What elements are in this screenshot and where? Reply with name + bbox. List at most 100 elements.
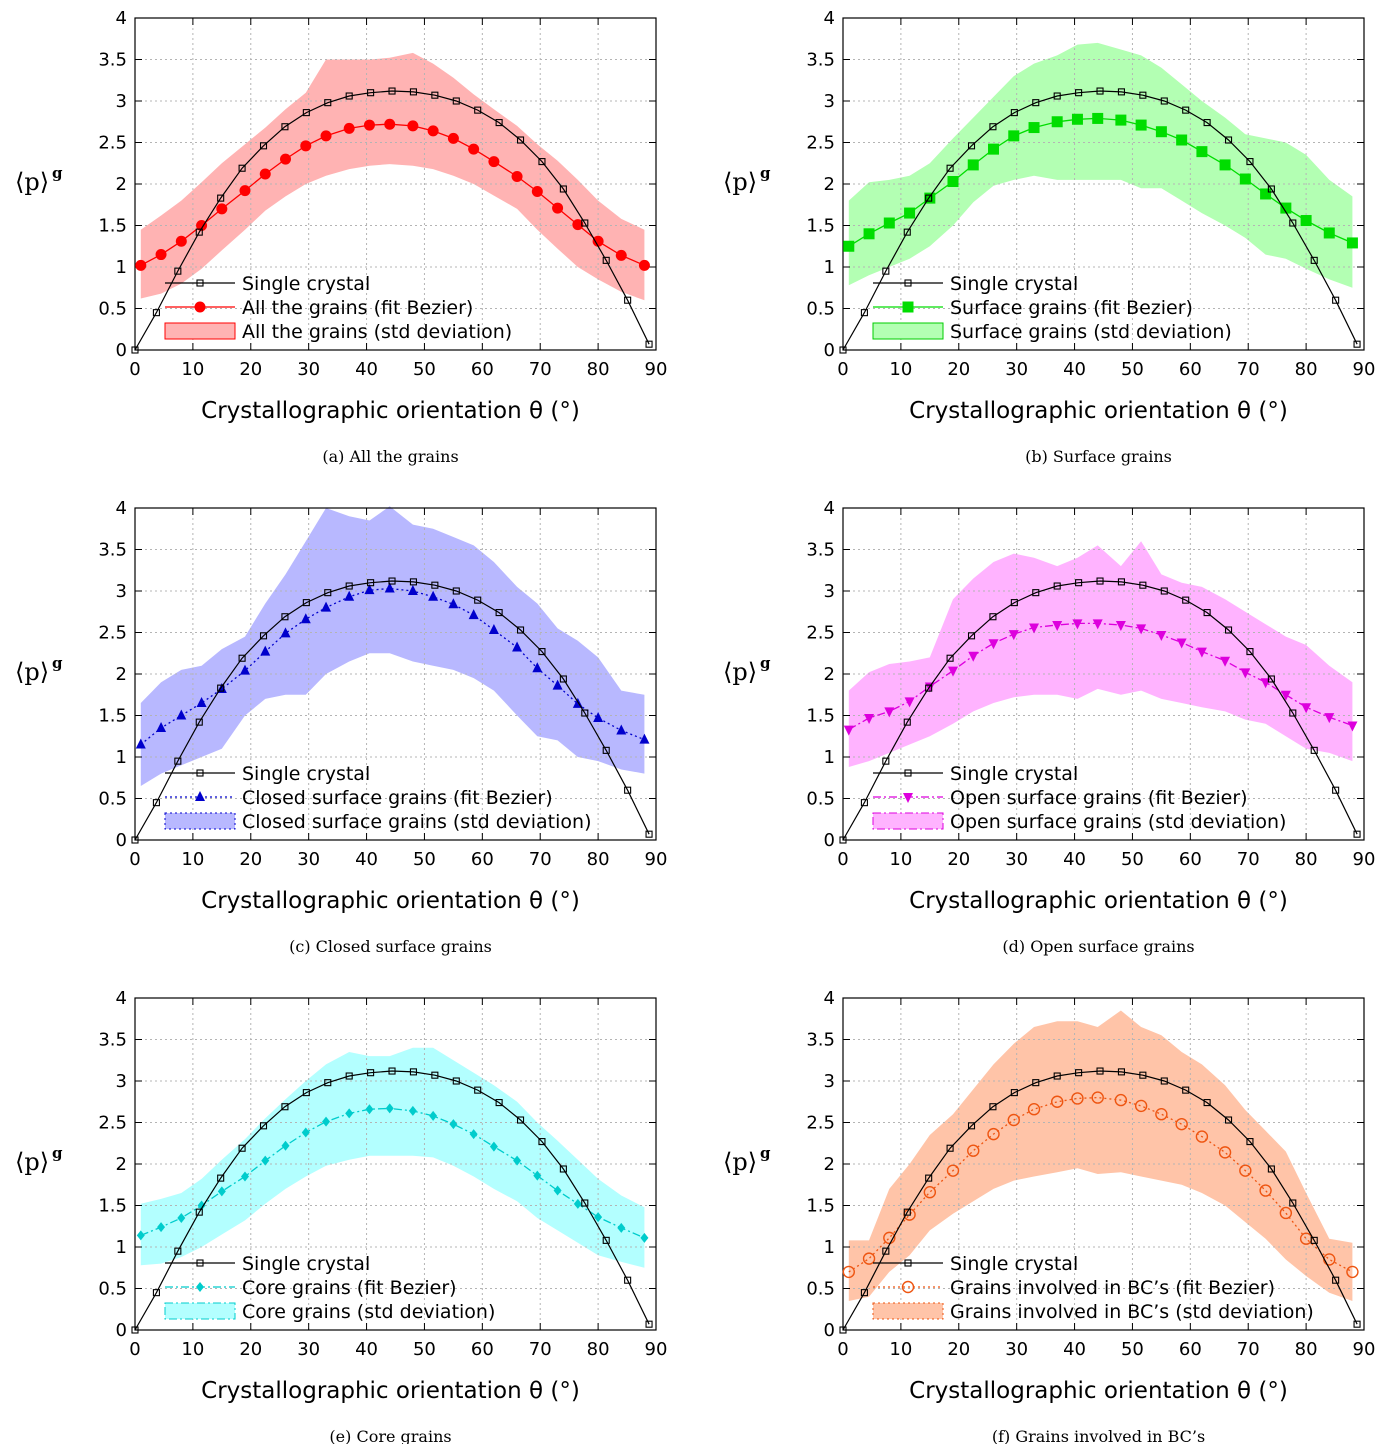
single-crystal-point [645, 340, 653, 348]
fit-series-point [883, 1231, 896, 1245]
fit-series-point [429, 1110, 438, 1121]
fit-series-point [638, 259, 650, 271]
single-crystal-point [989, 613, 997, 621]
single-crystal-point [238, 164, 246, 172]
single-crystal-point [195, 718, 203, 726]
fit-series-point [136, 1230, 145, 1241]
x-tick-label: 0 [129, 359, 140, 380]
single-crystal-point [516, 626, 525, 634]
fit-series-point [300, 613, 311, 624]
fit-series-point [155, 249, 167, 261]
x-tick-label: 80 [1295, 359, 1318, 380]
fit-series-point [1136, 624, 1147, 635]
single-crystal-point [1332, 786, 1340, 794]
chart-panel-4: 0 10 20 30 40 50 60 70 80 90 0 0.5 1 1.5 2 2.5 3 3.5 4 Sing… [723, 498, 1375, 956]
single-crystal-point [152, 309, 160, 317]
x-tick-label: 20 [239, 849, 262, 870]
fit-series-point [175, 235, 187, 247]
fit-series-point [345, 1108, 354, 1119]
single-crystal-point [946, 654, 954, 662]
single-crystal-point [946, 1144, 954, 1152]
single-crystal-point [1160, 97, 1168, 105]
single-crystal-point [302, 599, 310, 607]
single-crystal-point [1353, 1320, 1361, 1328]
x-tick-label: 50 [413, 849, 436, 870]
fit-series-point [427, 125, 439, 137]
panel-caption: (c) Closed surface grains [289, 937, 492, 956]
fit-series-point [177, 1212, 186, 1223]
legend-marker-fit [195, 791, 205, 801]
x-tick-label: 70 [1237, 359, 1260, 380]
single-crystal-point [1096, 577, 1104, 585]
fit-series-point [1050, 1095, 1064, 1108]
x-tick-label: 0 [837, 1339, 848, 1360]
y-tick-label: 1 [116, 257, 127, 278]
legend-label-fit: Open surface grains (fit Bezier) [950, 787, 1248, 809]
legend-label-single-crystal: Single crystal [950, 273, 1078, 295]
fit-series-point [512, 641, 523, 652]
fit-series-point [196, 220, 208, 231]
x-tick-label: 10 [181, 1339, 204, 1360]
single-crystal-point [1139, 91, 1147, 99]
fit-series-point [1155, 1107, 1168, 1121]
std-deviation-band [140, 1047, 645, 1268]
x-tick-label: 10 [889, 849, 912, 870]
y-tick-label: 3 [824, 581, 835, 602]
single-crystal-point [1289, 1199, 1297, 1207]
fit-series-point [988, 639, 999, 650]
fit-series-point [1218, 1146, 1232, 1159]
single-crystal-point [217, 684, 225, 692]
single-crystal-point [1246, 158, 1254, 166]
fit-series-point [468, 143, 480, 155]
x-tick-label: 20 [239, 359, 262, 380]
single-crystal-point [1096, 1067, 1104, 1075]
single-crystal-point [195, 1208, 203, 1216]
fit-series-point [156, 721, 167, 732]
single-crystal-point [495, 1099, 503, 1107]
fit-series-point [239, 185, 251, 197]
fit-series-point [988, 143, 1000, 155]
y-tick-label: 0 [824, 830, 835, 851]
single-crystal-point [1160, 1077, 1168, 1085]
single-crystal-point [431, 91, 439, 99]
y-tick-label: 4 [116, 8, 127, 29]
panel-caption: (a) All the grains [322, 447, 458, 466]
fit-series-point [407, 120, 419, 132]
fit-series-point [1195, 1130, 1209, 1143]
std-deviation-band [140, 52, 645, 301]
fit-series-point [488, 156, 500, 168]
x-tick-label: 60 [471, 1339, 494, 1360]
panel-caption: (d) Open surface grains [1002, 937, 1194, 956]
y-tick-label: 2 [824, 664, 835, 685]
fit-series-point [447, 132, 459, 144]
fit-series-point [594, 1212, 603, 1223]
x-tick-label: 40 [1063, 1339, 1086, 1360]
single-crystal-point [1332, 296, 1340, 304]
x-tick-label: 20 [239, 1339, 262, 1360]
single-crystal-point [217, 1174, 225, 1182]
fit-series-point [947, 176, 959, 188]
legend-label-fit: Closed surface grains (fit Bezier) [242, 787, 553, 809]
legend-swatch-band [872, 322, 944, 340]
fit-series-point [1346, 1265, 1359, 1279]
single-crystal-point [839, 836, 847, 844]
single-crystal-point [131, 346, 139, 354]
y-tick-label: 2.5 [806, 1113, 835, 1134]
y-tick-label: 0.5 [98, 1279, 127, 1300]
fit-series-point [259, 168, 271, 180]
y-axis-label-superscript: g [760, 164, 771, 182]
y-tick-label: 0.5 [806, 789, 835, 810]
y-tick-label: 3 [824, 1071, 835, 1092]
x-tick-label: 90 [1353, 849, 1376, 870]
fit-series-point [1156, 630, 1167, 641]
single-crystal-point [431, 1071, 439, 1079]
x-tick-label: 10 [889, 1339, 912, 1360]
fit-series-point [863, 228, 875, 240]
fit-series-point [1072, 619, 1083, 630]
fit-series-point [157, 1222, 166, 1233]
single-crystal-point [495, 609, 503, 617]
single-crystal-point [1246, 1138, 1254, 1146]
y-tick-label: 2.5 [98, 133, 127, 154]
single-crystal-point [967, 632, 976, 640]
